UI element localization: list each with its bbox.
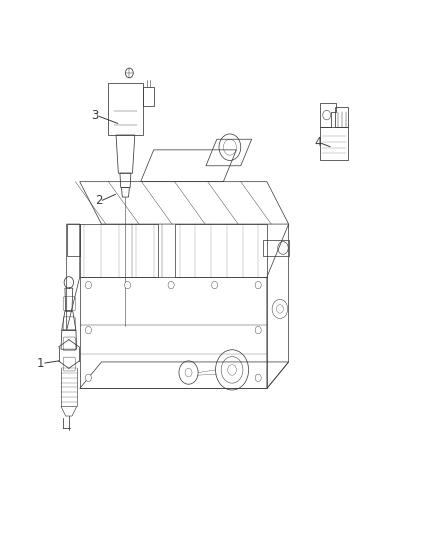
Circle shape [168,281,174,289]
Circle shape [255,326,261,334]
Text: 2: 2 [95,194,102,207]
Circle shape [228,365,237,375]
Circle shape [85,374,92,382]
Circle shape [185,368,192,377]
Text: 1: 1 [37,357,45,370]
Circle shape [124,281,131,289]
Text: 3: 3 [92,109,99,122]
Circle shape [255,374,261,382]
Circle shape [255,281,261,289]
Circle shape [212,281,218,289]
Text: 4: 4 [315,135,322,149]
Circle shape [85,326,92,334]
Circle shape [85,281,92,289]
